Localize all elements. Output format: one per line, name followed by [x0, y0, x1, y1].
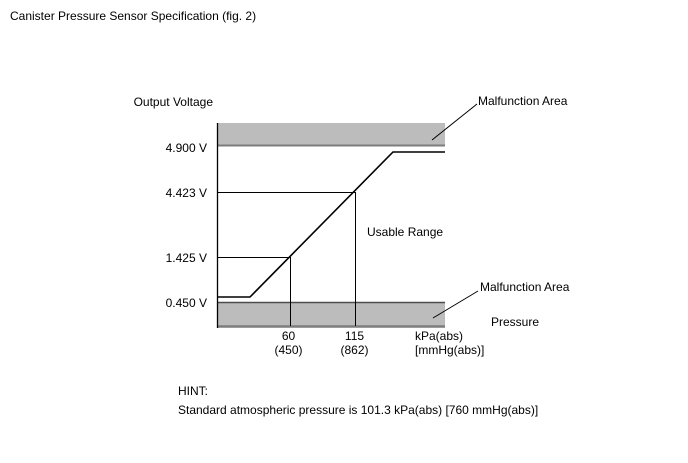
y-tick-4900: 4.900 V [165, 141, 207, 155]
leader-line-malfunction-top [431, 103, 478, 141]
usable-range-label: Usable Range [367, 225, 444, 239]
output-voltage-curve [218, 151, 445, 298]
figure-title: Canister Pressure Sensor Specification (… [10, 9, 257, 23]
hint-text: Standard atmospheric pressure is 101.3 k… [178, 403, 539, 417]
malfunction-band-top [218, 123, 445, 145]
x-axis-units: kPa(abs) [mmHg(abs)] [415, 329, 485, 357]
x-tick-115: 115 (862) [332, 329, 377, 357]
x-axis-unit-kpa: kPa(abs) [415, 329, 464, 343]
reference-line-4423v-115kpa [218, 192, 356, 326]
malfunction-area-label-bottom: Malfunction Area [480, 280, 570, 294]
y-tick-4423: 4.423 V [165, 186, 207, 200]
reference-line-1425v-60kpa [218, 257, 291, 326]
malfunction-area-label-top: Malfunction Area [478, 94, 568, 108]
malfunction-band-bottom [218, 303, 445, 326]
leader-line-malfunction-bottom [432, 290, 479, 319]
x-axis-unit-mmhg: [mmHg(abs)] [415, 342, 485, 357]
x-tick-60-mmhg: (450) [274, 342, 303, 357]
x-tick-60: 60 (450) [266, 329, 311, 357]
y-tick-0450: 0.450 V [165, 296, 207, 310]
y-tick-1425: 1.425 V [165, 251, 207, 265]
hint-label: HINT: [178, 384, 208, 398]
x-axis-title: Pressure [491, 315, 540, 329]
x-tick-60-kpa: 60 [281, 329, 296, 343]
x-tick-115-kpa: 115 [344, 329, 365, 343]
x-tick-115-mmhg: (862) [340, 342, 369, 357]
y-axis-title: Output Voltage [133, 95, 213, 109]
